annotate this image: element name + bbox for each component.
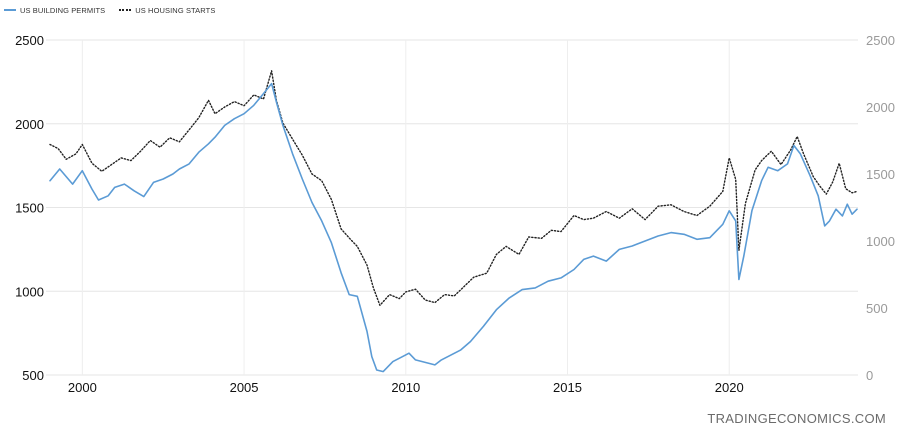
x-tick-label: 2015 <box>553 380 582 395</box>
x-tick-label: 2000 <box>68 380 97 395</box>
legend-label-building-permits: US BUILDING PERMITS <box>20 5 106 15</box>
right-y-axis: 0 500 1000 1500 2000 2500 <box>866 33 895 383</box>
left-y-tick-label: 2500 <box>15 33 44 48</box>
building-permits-line[interactable] <box>49 82 858 373</box>
left-y-tick-label: 1500 <box>15 201 44 216</box>
x-tick-label: 2010 <box>391 380 420 395</box>
right-y-tick-label: 0 <box>866 368 873 383</box>
right-y-tick-label: 2500 <box>866 33 895 48</box>
x-tick-label: 2020 <box>715 380 744 395</box>
right-y-tick-label: 1500 <box>866 167 895 182</box>
housing-starts-line[interactable] <box>49 70 858 306</box>
legend-item-housing-starts[interactable]: US HOUSING STARTS <box>119 6 215 15</box>
right-y-tick-label: 1000 <box>866 234 895 249</box>
left-y-tick-label: 1000 <box>15 284 44 299</box>
x-tick-label: 2005 <box>230 380 259 395</box>
right-y-tick-label: 500 <box>866 301 888 316</box>
right-y-tick-label: 2000 <box>866 100 895 115</box>
watermark-text: TRADINGECONOMICS.COM <box>707 411 886 426</box>
legend-label-housing-starts: US HOUSING STARTS <box>135 5 216 15</box>
legend-swatch-building-permits <box>4 9 16 11</box>
legend-swatch-housing-starts <box>119 9 132 11</box>
x-axis: 2000 2005 2010 2015 2020 <box>68 380 744 395</box>
left-y-tick-label: 2000 <box>15 117 44 132</box>
series-layer <box>49 70 858 373</box>
left-y-axis: 500 1000 1500 2000 2500 <box>15 33 44 383</box>
legend-item-building-permits[interactable]: US BUILDING PERMITS <box>4 6 105 15</box>
grid-lines <box>46 39 858 376</box>
left-y-tick-label: 500 <box>22 368 44 383</box>
chart-legend: US BUILDING PERMITS US HOUSING STARTS <box>4 3 229 17</box>
